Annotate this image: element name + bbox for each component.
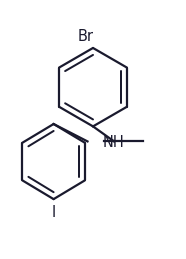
Text: Br: Br bbox=[77, 29, 93, 44]
Text: NH: NH bbox=[103, 135, 125, 150]
Text: I: I bbox=[52, 205, 56, 220]
